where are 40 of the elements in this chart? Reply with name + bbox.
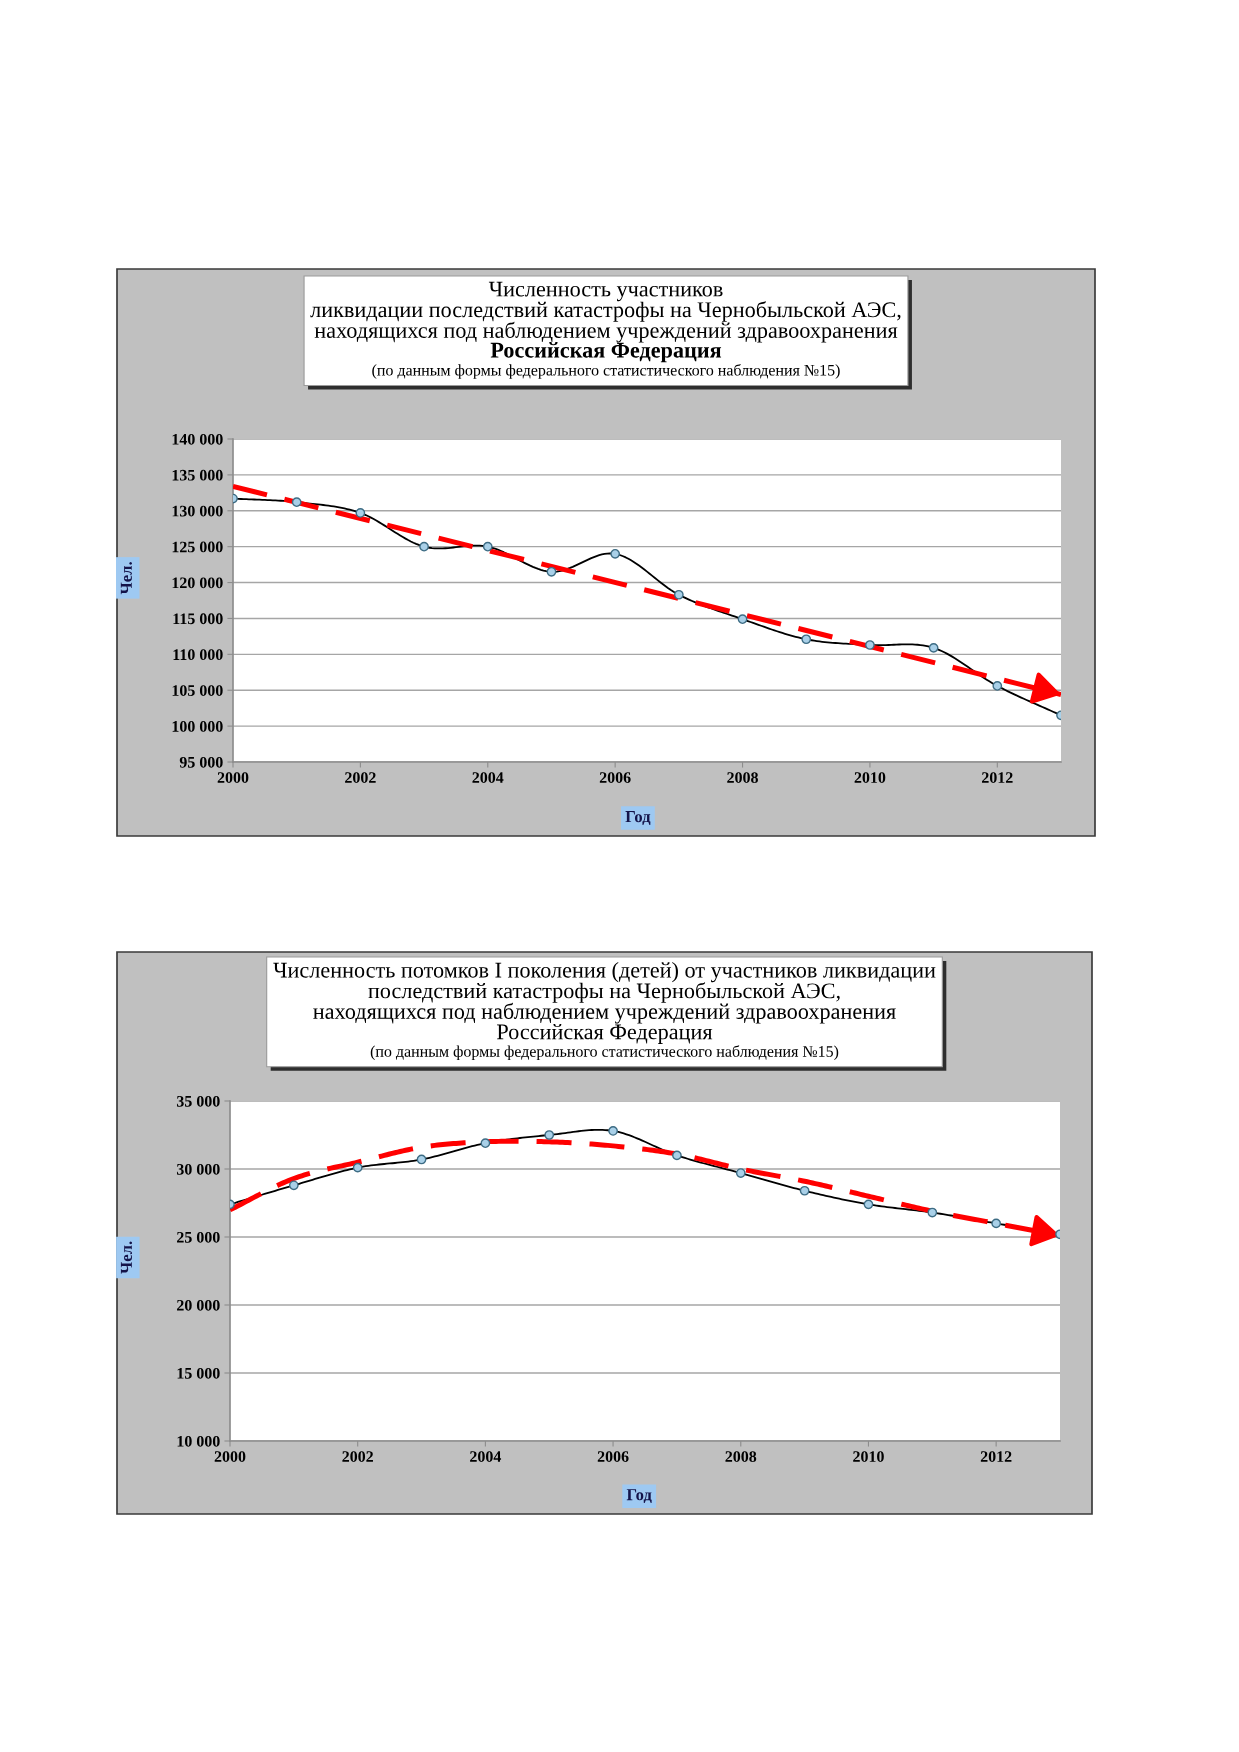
chart-title: Численность потомков I поколения (детей) от участников ликвидации последствий катастрофы на Чернобыльской АЭС, находящихся под наблюдением учреждений здравоохранения <box>273 962 936 1024</box>
y-tick-label: 115 000 <box>173 613 223 625</box>
x-tick-label: 2008 <box>727 772 758 783</box>
y-tick-label: 125 000 <box>172 541 223 553</box>
chart-subtitle: Российская Федерация <box>497 1023 713 1044</box>
y-tick-label: 135 000 <box>172 469 223 481</box>
x-axis-title: Год <box>626 1489 652 1504</box>
x-tick-label: 2000 <box>217 772 249 783</box>
y-tick-label: 140 000 <box>172 433 223 445</box>
y-tick-label: 25 000 <box>177 1231 220 1243</box>
x-tick-label: 2006 <box>597 1451 629 1462</box>
x-tick-label: 2006 <box>599 772 631 783</box>
y-axis-title: Чел. <box>120 1241 133 1274</box>
x-tick-label: 2010 <box>853 1451 884 1462</box>
x-tick-label: 2008 <box>725 1451 757 1462</box>
x-tick-label: 2002 <box>342 1451 373 1462</box>
y-tick-label: 20 000 <box>177 1299 220 1311</box>
x-tick-label: 2010 <box>854 772 886 783</box>
x-tick-label: 2000 <box>214 1451 246 1462</box>
y-tick-label: 35 000 <box>176 1095 220 1107</box>
text: (по данным формы федерального статистического наблюдения №15) <box>370 1045 839 1061</box>
text: (по данным формы федерального статистического наблюдения №15) <box>372 364 840 379</box>
x-tick-label: 2002 <box>345 772 376 783</box>
y-tick-label: 30 000 <box>176 1163 220 1175</box>
x-axis-title: Год <box>625 811 651 825</box>
y-tick-label: 120 000 <box>172 577 223 589</box>
y-tick-label: 130 000 <box>172 505 223 517</box>
y-tick-label: 105 000 <box>172 685 223 696</box>
y-tick-label: 10 000 <box>177 1435 220 1447</box>
y-tick-label: 95 000 <box>179 756 223 768</box>
chart-title: Численность участников ликвидации последствий катастрофы на Чернобыльской АЭС, находящихся под наблюдением учреждений здравоохранения <box>310 281 901 343</box>
y-tick-label: 100 000 <box>172 721 223 732</box>
y-tick-label: 110 000 <box>173 649 223 661</box>
y-axis-title: Чел. <box>120 562 132 595</box>
y-tick-label: 15 000 <box>177 1367 220 1379</box>
x-tick-label: 2004 <box>470 1451 502 1462</box>
x-tick-label: 2012 <box>982 772 1013 783</box>
x-tick-label: 2012 <box>980 1451 1012 1462</box>
x-tick-label: 2004 <box>472 772 504 783</box>
chart-subtitle: Российская Федерация <box>490 342 722 363</box>
